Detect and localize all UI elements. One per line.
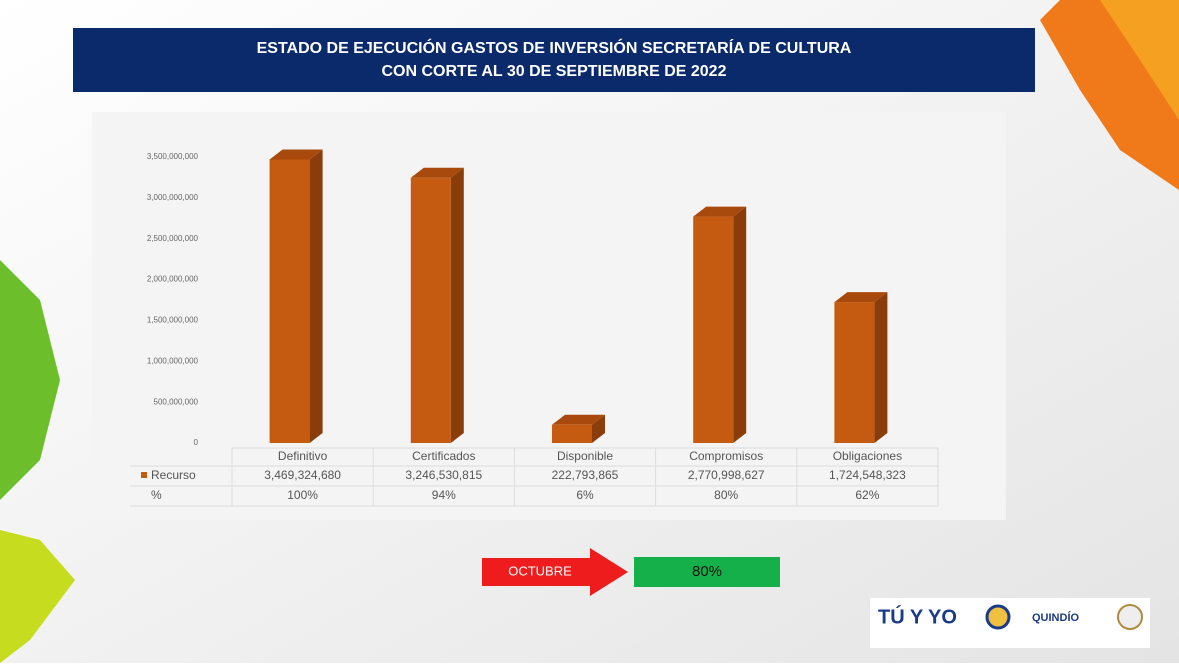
chart-title: ESTADO DE EJECUCIÓN GASTOS DE INVERSIÓN …: [257, 38, 852, 57]
y-tick-label: 3,000,000,000: [147, 193, 199, 202]
table-percent: 62%: [855, 488, 879, 502]
logo: QUINDÍO: [1032, 611, 1080, 624]
legend-swatch: [141, 472, 147, 478]
x-tick-label: Compromisos: [689, 449, 763, 463]
bar-side: [874, 292, 888, 443]
bar-side: [733, 206, 747, 443]
title-box: [73, 28, 1035, 92]
bar-top: [693, 206, 747, 217]
table-value: 1,724,548,323: [829, 468, 906, 482]
decor-orange-2: [1100, 0, 1179, 120]
logo-seal: [985, 604, 1011, 630]
logo-seal: [1117, 604, 1143, 630]
bar: [552, 424, 592, 443]
logo-strip: [870, 598, 1150, 648]
x-tick-label: Certificados: [412, 449, 475, 463]
table-percent: 100%: [287, 488, 318, 502]
y-tick-label: 500,000,000: [154, 397, 199, 406]
indicator-value: 80%: [692, 563, 722, 580]
table-percent: 6%: [576, 488, 594, 502]
bar: [269, 159, 310, 444]
table-value: 3,469,324,680: [264, 468, 341, 482]
decor-green: [0, 260, 60, 500]
x-tick-label: Definitivo: [278, 449, 328, 463]
table-percent: 80%: [714, 488, 738, 502]
indicator-label: OCTUBRE: [508, 563, 572, 578]
logo: TÚ Y YO: [878, 604, 957, 628]
bar-top: [269, 149, 323, 160]
bar: [693, 216, 734, 443]
table-percent: 94%: [432, 488, 456, 502]
bar-side: [309, 149, 323, 444]
row-label: %: [151, 488, 162, 502]
table-value: 3,246,530,815: [405, 468, 482, 482]
bar: [834, 302, 875, 443]
table-value: 2,770,998,627: [688, 468, 765, 482]
y-tick-label: 1,500,000,000: [147, 316, 199, 325]
chart-title: CON CORTE AL 30 DE SEPTIEMBRE DE 2022: [382, 63, 727, 80]
x-tick-label: Obligaciones: [833, 449, 902, 463]
bar-side: [592, 414, 605, 443]
bar: [410, 177, 451, 444]
y-tick-label: 2,000,000,000: [147, 275, 199, 284]
indicator-arrow: [482, 548, 628, 596]
indicator-box: [634, 557, 780, 587]
decor-lime: [0, 530, 75, 663]
y-tick-label: 2,500,000,000: [147, 234, 199, 243]
bar-side: [450, 167, 464, 444]
legend-label: Recurso: [151, 468, 196, 482]
bar-top: [552, 414, 605, 425]
x-tick-label: Disponible: [557, 449, 613, 463]
bar-top: [410, 167, 464, 178]
bar-top: [834, 292, 888, 303]
y-tick-label: 1,000,000,000: [147, 356, 199, 365]
y-tick-label: 3,500,000,000: [147, 152, 199, 161]
table-value: 222,793,865: [552, 468, 619, 482]
y-tick-label: 0: [194, 438, 199, 447]
